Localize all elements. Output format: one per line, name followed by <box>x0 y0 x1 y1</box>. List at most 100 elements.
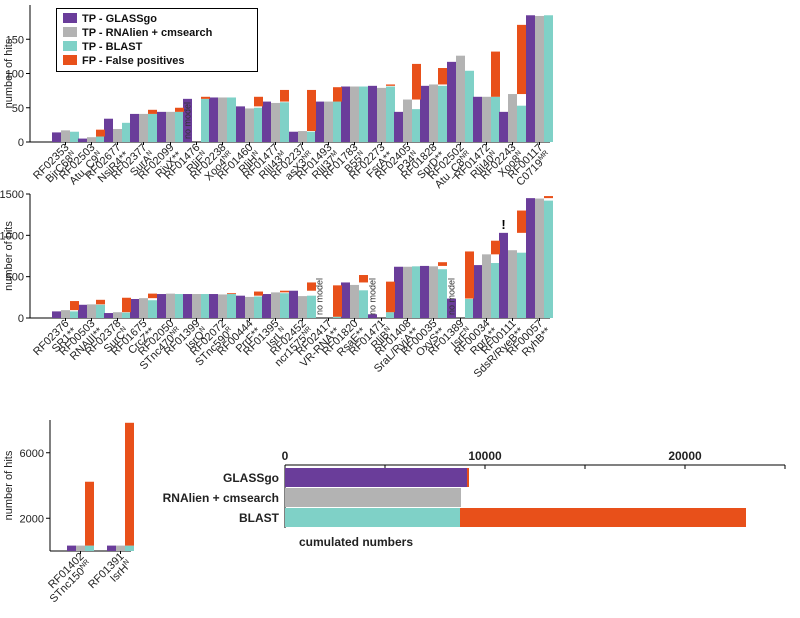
bar-rnalien <box>245 108 254 142</box>
legend-swatch-false-positives <box>63 55 77 65</box>
bar-blast <box>70 311 79 318</box>
bar-rnalien <box>377 87 386 142</box>
bar-fp <box>307 89 316 132</box>
bar-glass <box>315 101 324 142</box>
legend-label: TP - RNAlien + cmsearch <box>82 27 213 39</box>
legend: TP - GLASSgo TP - RNAlien + cmsearch TP … <box>56 8 258 72</box>
bar-fp <box>148 293 157 299</box>
x-tick-label: 0 <box>282 449 289 463</box>
rna-annotation: N <box>409 149 418 158</box>
bar-blast <box>254 296 263 318</box>
bar-blast <box>491 263 500 318</box>
bar-fp <box>465 251 474 299</box>
bar-rnalien <box>139 113 148 142</box>
bar-blast <box>517 252 526 318</box>
bar-fp <box>96 299 105 305</box>
no-model-label: no model <box>315 278 325 315</box>
bar-blast <box>491 96 500 142</box>
bar-glass <box>262 294 271 318</box>
bar-fp <box>467 468 469 487</box>
y-tick-label: 1000 <box>0 230 24 242</box>
bar-glass <box>368 314 377 318</box>
bar-rnalien <box>116 545 125 551</box>
bar-glass <box>236 295 245 318</box>
bar-blast <box>412 109 421 142</box>
bar-glass <box>289 131 298 142</box>
bar-fp <box>70 301 79 311</box>
bar-rnalien <box>139 298 148 318</box>
bar-glass <box>104 118 113 142</box>
bar-fp <box>460 508 746 527</box>
bar-rnalien <box>166 111 175 142</box>
x-tick-label: 10000 <box>468 449 502 463</box>
bar-rnalien <box>403 99 412 142</box>
y-tick-label: 1500 <box>0 189 24 201</box>
bar-fp <box>386 84 395 86</box>
bar-blast <box>148 300 157 318</box>
y-axis-label: number of hits <box>3 450 15 520</box>
bar-glass <box>78 304 87 318</box>
bar-blast <box>386 86 395 142</box>
bar-true-positives <box>285 488 461 507</box>
bar-blast <box>227 97 236 142</box>
bar-rnalien <box>218 97 227 142</box>
bar-glass <box>157 111 166 142</box>
y-tick-label: 0 <box>18 313 24 325</box>
bar-blast <box>175 111 184 142</box>
bar-fp <box>148 109 157 114</box>
y-tick-label: 6000 <box>20 448 44 460</box>
bar-rnalien <box>350 284 359 318</box>
y-tick-label: 100 <box>6 69 24 81</box>
bar-glass <box>447 61 456 143</box>
bar-fp <box>333 285 342 317</box>
bar-blast <box>254 107 263 142</box>
bar-rnalien <box>350 86 359 142</box>
bar-glass <box>473 96 482 142</box>
bar-rnalien <box>508 94 517 142</box>
legend-item-blast: TP - BLAST <box>63 41 142 53</box>
rna-annotation: N <box>67 149 76 158</box>
rna-annotation: N <box>488 149 497 158</box>
bar-rnalien <box>166 293 175 318</box>
bar-rnalien <box>87 137 96 142</box>
no-model-label: no model <box>447 278 457 315</box>
bar-blast <box>465 70 474 142</box>
bar-blast <box>122 312 131 318</box>
bar-fp <box>333 87 342 102</box>
bar-blast <box>85 545 94 551</box>
rna-annotation: N <box>198 325 207 334</box>
bar-blast <box>122 122 131 142</box>
bar-rnalien <box>76 545 85 551</box>
bar-rnalien <box>429 84 438 142</box>
bar-blast <box>307 295 316 318</box>
bar-glass <box>130 113 139 142</box>
bar-glass <box>183 294 192 318</box>
bar-glass <box>262 101 271 142</box>
bar-rnalien <box>61 130 70 142</box>
bar-blast <box>96 304 105 318</box>
bar-fp <box>254 96 263 107</box>
bar-rnalien <box>298 296 307 318</box>
legend-label: TP - BLAST <box>82 41 143 53</box>
bar-blast <box>175 294 184 318</box>
chart-title: cumulated numbers <box>299 535 413 549</box>
bar-glass <box>526 198 535 318</box>
bar-blast <box>438 85 447 142</box>
chart-row3: 2000 6000 number of hits RF01402STnc150NRRF… <box>3 420 134 605</box>
bar-glass <box>447 298 456 318</box>
y-tick-label: 500 <box>6 272 24 284</box>
bar-glass <box>499 232 508 318</box>
legend-item-glassgo: TP - GLASSgo <box>63 13 157 25</box>
bar-fp <box>125 422 134 546</box>
bar-glass <box>107 545 116 551</box>
bar-blast <box>307 131 316 142</box>
bar-glass <box>130 298 139 318</box>
legend-swatch-glassgo <box>63 13 77 23</box>
y-tick-label: 0 <box>18 137 24 149</box>
rna-annotation: N <box>514 149 523 158</box>
bar-fp <box>85 481 94 546</box>
bar-rnalien <box>61 310 70 318</box>
bar-fp <box>491 51 500 97</box>
y-axis-label: number of hits <box>3 38 15 108</box>
